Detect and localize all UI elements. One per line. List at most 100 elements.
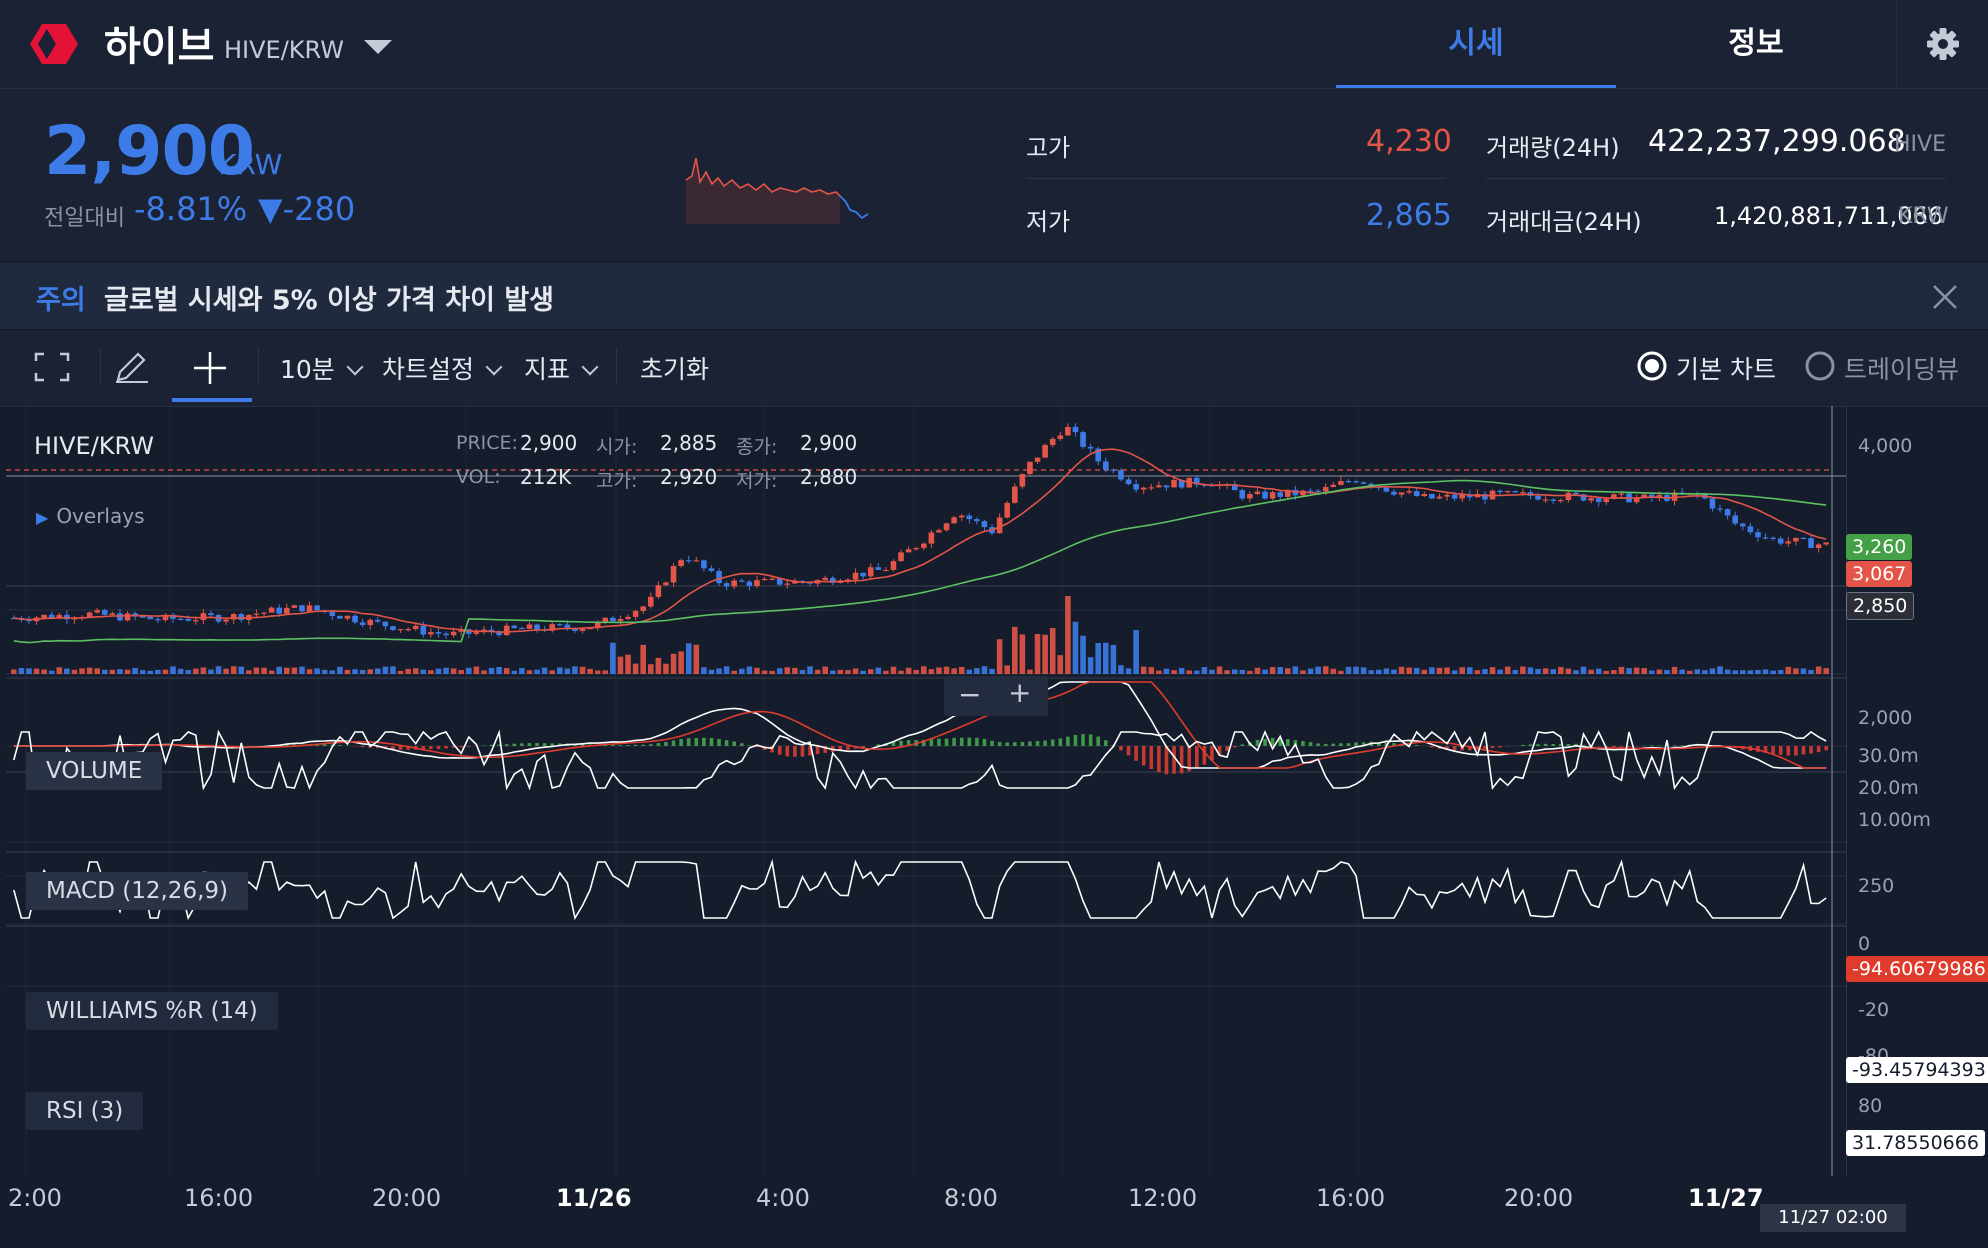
volume-bar xyxy=(958,666,965,674)
candle-body xyxy=(1345,481,1352,483)
candle-body xyxy=(1383,487,1390,492)
tradingview-radio[interactable] xyxy=(1804,350,1836,382)
volume-unit: HIVE xyxy=(1894,132,1946,157)
candle-body xyxy=(375,619,381,622)
candle-body xyxy=(230,614,237,620)
x-tick: 20:00 xyxy=(372,1184,442,1212)
volume-bar xyxy=(1300,670,1306,674)
zoom-in-button[interactable]: + xyxy=(1008,676,1032,709)
volume-bar xyxy=(1178,668,1185,674)
candle-body xyxy=(519,627,525,630)
tradingview-label[interactable]: 트레이딩뷰 xyxy=(1844,355,1960,384)
volume-bar xyxy=(1740,670,1746,674)
volume-bar xyxy=(572,666,578,674)
macd-histogram-bar xyxy=(1801,746,1806,755)
macd-histogram-bar xyxy=(1361,742,1366,746)
volume-bar xyxy=(1322,666,1329,674)
volume-bar xyxy=(1057,655,1064,674)
candle-body xyxy=(549,624,555,631)
tab-info[interactable]: 정보 xyxy=(1728,26,1784,61)
volume-bar xyxy=(701,667,707,674)
volume-bar xyxy=(64,668,70,674)
volume-bar xyxy=(511,670,518,674)
x-tick: 8:00 xyxy=(944,1184,998,1212)
macd-histogram-bar xyxy=(906,740,911,746)
fullscreen-icon[interactable] xyxy=(34,352,70,382)
last-price-badge: 2,850 xyxy=(1846,592,1915,620)
candle-body xyxy=(1231,484,1238,491)
amount-unit: KRW xyxy=(1898,204,1949,229)
volume-bar xyxy=(382,666,389,674)
volume-bar xyxy=(390,666,396,674)
candle-body xyxy=(1110,469,1117,471)
macd-histogram-bar xyxy=(550,743,554,746)
candle-body xyxy=(731,580,737,587)
volume-bar xyxy=(1004,665,1010,674)
macd-histogram-bar xyxy=(732,741,736,746)
interval-selector[interactable]: 10분 xyxy=(280,350,364,386)
macd-histogram-bar xyxy=(527,743,532,746)
candle-body xyxy=(162,614,169,621)
pencil-icon[interactable] xyxy=(114,350,150,384)
macd-histogram-bar xyxy=(1058,738,1063,746)
volume-bar xyxy=(678,651,684,674)
candlestick-chart[interactable] xyxy=(6,406,1846,1176)
macd-histogram-bar xyxy=(1468,746,1472,751)
candle-body xyxy=(177,618,184,621)
candle-body xyxy=(958,515,965,518)
candle-body xyxy=(1398,492,1405,495)
volume-bar xyxy=(1345,666,1352,674)
basic-chart-label[interactable]: 기본 차트 xyxy=(1676,355,1776,384)
candle-body xyxy=(610,617,616,622)
ma-red-badge: 3,067 xyxy=(1846,561,1913,587)
volume-bar xyxy=(632,663,639,674)
candle-body xyxy=(1391,491,1397,495)
candle-body xyxy=(1133,484,1139,490)
candle-body xyxy=(625,616,631,619)
overlays-toggle[interactable]: ▶ Overlays xyxy=(36,504,145,528)
candle-body xyxy=(1459,494,1465,499)
candle-body xyxy=(284,607,290,614)
candle-body xyxy=(1413,491,1420,497)
close-icon[interactable] xyxy=(1930,282,1960,312)
indicators-menu[interactable]: 지표 xyxy=(524,350,599,386)
settings-button[interactable] xyxy=(1896,0,1988,88)
volume-bar xyxy=(1262,669,1268,674)
candle-body xyxy=(1808,538,1814,549)
chevron-down-icon[interactable] xyxy=(364,40,392,54)
zoom-out-button[interactable]: − xyxy=(958,678,982,711)
volume-bar xyxy=(1686,670,1693,674)
candle-body xyxy=(784,583,791,585)
candle-body xyxy=(443,633,449,636)
reset-button[interactable]: 초기화 xyxy=(640,355,710,384)
volume-bar xyxy=(435,668,442,674)
chart-settings-menu[interactable]: 차트설정 xyxy=(382,350,503,386)
crosshair-icon[interactable] xyxy=(190,348,230,388)
macd-histogram-bar xyxy=(580,744,585,746)
candle-body xyxy=(655,585,662,597)
volume-bar xyxy=(109,669,116,674)
macd-histogram-bar xyxy=(512,743,517,746)
volume-bar xyxy=(1118,665,1124,674)
legend-low-key: 저가: xyxy=(736,470,778,492)
candle-body xyxy=(329,611,336,617)
macd-histogram-bar xyxy=(724,740,729,746)
volume-bar xyxy=(966,669,973,674)
y-tick-vol-30: 30.0m xyxy=(1858,745,1919,767)
tab-quote[interactable]: 시세 xyxy=(1336,0,1616,88)
volume-bar xyxy=(246,670,252,674)
macd-histogram-bar xyxy=(1778,746,1783,755)
volume-bar xyxy=(883,670,889,674)
macd-histogram-bar xyxy=(959,737,964,746)
macd-histogram-bar xyxy=(1073,735,1078,746)
candle-body xyxy=(867,567,874,577)
volume-bar xyxy=(1702,670,1708,674)
candle-body xyxy=(951,517,957,524)
candle-body xyxy=(776,578,783,585)
volume-bar xyxy=(162,669,169,674)
footer-strip xyxy=(0,1232,1988,1248)
volume-bar xyxy=(1694,669,1701,674)
candle-body xyxy=(1087,446,1094,449)
macd-histogram-bar xyxy=(679,738,683,746)
basic-chart-radio[interactable] xyxy=(1636,350,1668,382)
